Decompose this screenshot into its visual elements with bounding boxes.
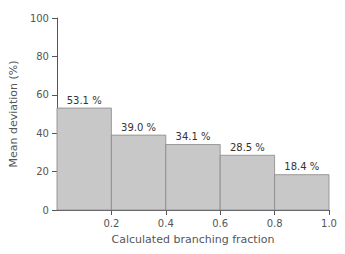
svg-text:20: 20 [36, 166, 49, 177]
svg-text:0.6: 0.6 [212, 218, 228, 229]
svg-text:28.5 %: 28.5 % [230, 142, 265, 153]
svg-text:Calculated branching fraction: Calculated branching fraction [112, 233, 275, 246]
svg-text:1.0: 1.0 [321, 218, 337, 229]
svg-text:60: 60 [36, 89, 49, 100]
svg-text:0.4: 0.4 [158, 218, 174, 229]
svg-text:18.4 %: 18.4 % [284, 161, 319, 172]
svg-text:Mean deviation (%): Mean deviation (%) [7, 60, 20, 167]
svg-text:0.2: 0.2 [103, 218, 119, 229]
svg-text:40: 40 [36, 128, 49, 139]
svg-text:100: 100 [30, 13, 49, 24]
svg-text:39.0 %: 39.0 % [121, 122, 156, 133]
svg-text:53.1 %: 53.1 % [67, 95, 102, 106]
svg-text:80: 80 [36, 51, 49, 62]
svg-text:0.8: 0.8 [267, 218, 283, 229]
svg-text:0: 0 [43, 205, 49, 216]
svg-text:34.1 %: 34.1 % [176, 131, 211, 142]
